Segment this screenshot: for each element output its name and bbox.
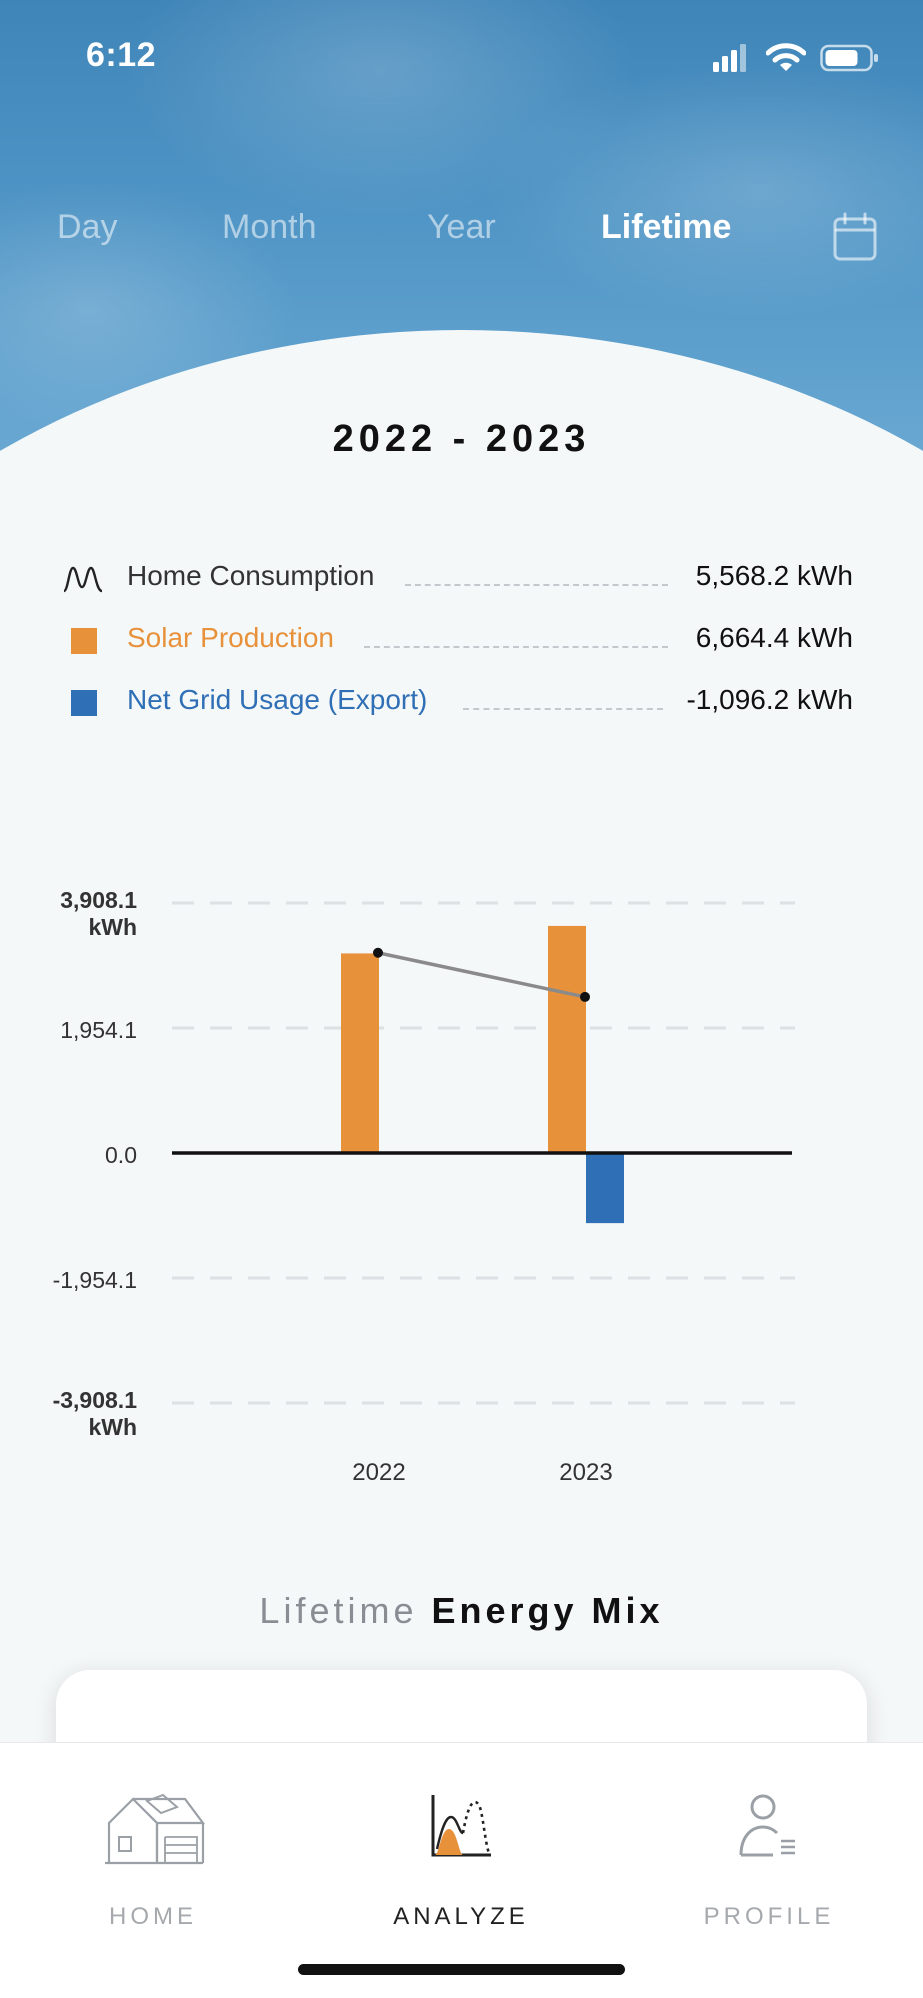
nav-analyze[interactable]: ANALYZE <box>341 1743 581 1943</box>
cellular-signal-icon <box>713 44 746 72</box>
solar-swatch <box>71 628 97 654</box>
bottom-navigation: HOME ANALYZE PROFILE <box>0 1742 923 1998</box>
consumption-wave-icon <box>63 566 103 593</box>
nav-analyze-label: ANALYZE <box>393 1903 529 1930</box>
legend-value: 6,664.4 kWh <box>695 622 853 653</box>
energy-mix-prefix: Lifetime <box>259 1590 418 1631</box>
status-time: 6:12 <box>86 36 157 74</box>
tab-lifetime[interactable]: Lifetime <box>601 208 732 246</box>
y-tick-label: -3,908.1 <box>53 1387 138 1413</box>
date-range-title: 2022 - 2023 <box>332 418 591 460</box>
energy-bar-chart: 3,908.1kWh1,954.10.0-1,954.1-3,908.1kWh2… <box>53 887 795 1486</box>
house-icon <box>105 1793 205 1865</box>
wifi-icon <box>766 43 806 71</box>
y-tick-label: 1,954.1 <box>60 1017 137 1043</box>
grid-swatch <box>71 690 97 716</box>
legend-net-grid-usage: Net Grid Usage (Export) -1,096.2 kWh <box>0 680 923 726</box>
legend-leader-dots <box>463 708 663 710</box>
consumption-point <box>373 947 383 958</box>
legend-value: 5,568.2 kWh <box>695 560 853 591</box>
cloud-shape <box>480 60 923 320</box>
solar-bar <box>548 925 586 1153</box>
legend-leader-dots <box>364 646 668 648</box>
home-indicator <box>298 1964 625 1975</box>
nav-home[interactable]: HOME <box>33 1743 273 1943</box>
energy-mix-heading: Energy Mix <box>431 1590 664 1631</box>
nav-home-label: HOME <box>109 1903 197 1930</box>
legend-label: Net Grid Usage (Export) <box>127 684 428 715</box>
legend-home-consumption: Home Consumption 5,568.2 kWh <box>0 556 923 602</box>
legend-solar-production: Solar Production 6,664.4 kWh <box>0 618 923 664</box>
nav-profile-label: PROFILE <box>703 1903 835 1930</box>
analyze-chart-icon <box>431 1795 491 1857</box>
profile-icon <box>739 1794 795 1857</box>
y-tick-label: -1,954.1 <box>53 1267 137 1293</box>
battery-icon <box>820 44 878 72</box>
x-tick-label: 2023 <box>559 1459 612 1486</box>
content-background <box>0 520 923 1820</box>
tab-month[interactable]: Month <box>222 208 317 246</box>
consumption-point <box>580 991 590 1002</box>
y-tick-label: 3,908.1 <box>60 887 137 913</box>
sky-header-background <box>0 0 923 470</box>
y-tick-label: 0.0 <box>105 1142 137 1168</box>
x-tick-label: 2022 <box>352 1459 405 1486</box>
solar-bar <box>341 953 379 1153</box>
tab-year[interactable]: Year <box>427 208 496 246</box>
energy-mix-title: Lifetime Energy Mix <box>0 1590 923 1632</box>
calendar-icon[interactable] <box>832 212 878 262</box>
y-tick-unit: kWh <box>88 914 137 940</box>
legend-label: Solar Production <box>127 622 335 653</box>
y-tick-unit: kWh <box>88 1414 137 1440</box>
tab-day[interactable]: Day <box>57 208 118 246</box>
nav-profile[interactable]: PROFILE <box>649 1743 889 1943</box>
legend-leader-dots <box>405 584 668 586</box>
period-tabs: Day Month Year Lifetime <box>0 208 923 268</box>
consumption-line <box>377 951 586 999</box>
legend-label: Home Consumption <box>127 560 375 591</box>
grid-bar <box>586 1153 624 1224</box>
legend-value: -1,096.2 kWh <box>686 684 853 715</box>
